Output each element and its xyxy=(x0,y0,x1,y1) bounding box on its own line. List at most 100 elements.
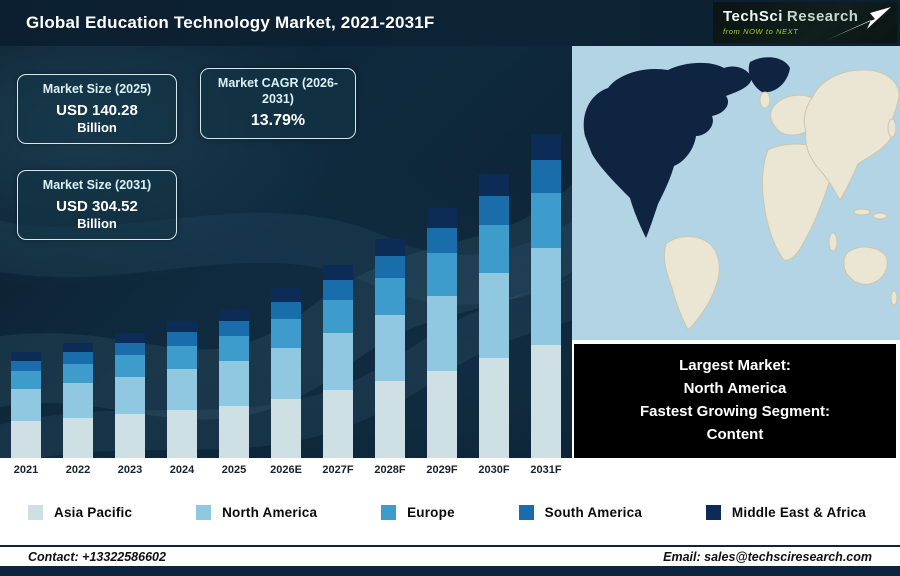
bar-segment-europe xyxy=(219,335,249,362)
market-size-2031-unit: Billion xyxy=(77,215,117,231)
legend-swatch-icon xyxy=(196,504,212,520)
bar-segment-europe xyxy=(271,318,301,348)
bar-segment-south-america xyxy=(63,352,93,364)
map-uk xyxy=(759,91,771,109)
legend-swatch-icon xyxy=(28,504,43,520)
bar-2031F xyxy=(531,134,561,458)
bar-segment-middle-east-africa xyxy=(323,265,353,281)
bar-segment-europe xyxy=(167,345,197,370)
map-south-america xyxy=(663,236,720,331)
market-size-2025-unit: Billion xyxy=(77,119,117,135)
market-cagr-box: Market CAGR (2026-2031) 13.79% xyxy=(200,68,356,140)
bar-segment-north-america xyxy=(63,383,93,418)
legend-item-europe: Europe xyxy=(381,504,455,520)
map-indonesia-2 xyxy=(872,212,888,220)
header: Global Education Technology Market, 2021… xyxy=(0,0,900,46)
bar-segment-middle-east-africa xyxy=(63,343,93,353)
bar-segment-south-america xyxy=(11,360,41,372)
page-title: Global Education Technology Market, 2021… xyxy=(26,13,435,32)
bar-segment-north-america xyxy=(219,361,249,406)
bar-segment-europe xyxy=(323,299,353,333)
map-north-america-highlight xyxy=(583,62,752,239)
bar-segment-asia-pacific xyxy=(427,370,457,458)
bar-segment-asia-pacific xyxy=(219,405,249,458)
bar-segment-north-america xyxy=(115,376,145,415)
bar-segment-middle-east-africa xyxy=(219,309,249,321)
market-cagr-title: Market CAGR (2026-2031) xyxy=(217,76,339,106)
market-size-2025-value: USD 140.28 xyxy=(56,101,138,119)
legend-label: North America xyxy=(222,504,318,520)
x-axis-labels: 2021 2022 2023 2024 2025 2026E 2027F 2028F 2029F… xyxy=(0,458,572,482)
bar-segment-north-america xyxy=(427,295,457,371)
bottom-bar xyxy=(0,566,900,576)
legend-item-south-america: South America xyxy=(518,504,642,520)
map-madagascar xyxy=(828,232,838,252)
bar-2023 xyxy=(115,332,145,458)
x-axis-label-2021: 2021 xyxy=(13,464,39,476)
bar-segment-north-america xyxy=(271,347,301,399)
market-cagr-value: 13.79% xyxy=(250,112,306,130)
bar-segment-europe xyxy=(479,224,509,274)
bar-2030F xyxy=(479,173,509,458)
bar-2021 xyxy=(11,352,41,458)
x-axis-label-2030F: 2030F xyxy=(478,464,510,476)
legend-label: Europe xyxy=(407,504,455,520)
x-axis-label-2024: 2024 xyxy=(169,464,195,476)
market-size-2025-box: Market Size (2025) USD 140.28 Billion xyxy=(17,74,177,144)
bar-segment-asia-pacific xyxy=(323,390,353,458)
techsci-logo: TechSci Research from NOW to NEXT xyxy=(713,2,897,43)
logo-arrow-icon xyxy=(827,7,891,40)
market-size-2031-value: USD 304.52 xyxy=(56,197,138,215)
bar-2024 xyxy=(167,321,197,458)
bar-2029F xyxy=(427,208,457,458)
x-axis-label-2023: 2023 xyxy=(117,464,143,476)
bar-segment-south-america xyxy=(219,320,249,336)
bar-segment-asia-pacific xyxy=(375,381,405,458)
chart-panel: Market Size (2025) USD 140.28 Billion Ma… xyxy=(0,46,572,458)
market-size-2025-title: Market Size (2025) xyxy=(42,82,152,96)
bar-segment-europe xyxy=(63,363,93,384)
legend-label: Middle East & Africa xyxy=(731,504,866,520)
bar-segment-europe xyxy=(427,253,457,296)
x-axis-label-2031F: 2031F xyxy=(530,464,562,476)
bar-segment-asia-pacific xyxy=(479,358,509,458)
bar-segment-middle-east-africa xyxy=(531,134,561,161)
bar-segment-asia-pacific xyxy=(531,344,561,458)
bar-segment-asia-pacific xyxy=(167,410,197,458)
bar-segment-south-america xyxy=(531,160,561,193)
map-japan xyxy=(887,118,897,138)
bar-segment-europe xyxy=(531,192,561,248)
legend-swatch-icon xyxy=(705,504,721,520)
callout-line-2: North America xyxy=(683,380,787,398)
bar-2026E xyxy=(271,288,301,458)
bar-segment-asia-pacific xyxy=(63,417,93,458)
bar-segment-north-america xyxy=(167,369,197,411)
bar-segment-middle-east-africa xyxy=(271,288,301,302)
bar-segment-europe xyxy=(11,371,41,390)
map-indonesia xyxy=(853,208,871,216)
bar-2028F xyxy=(375,238,405,458)
bar-segment-south-america xyxy=(375,256,405,279)
bar-segment-middle-east-africa xyxy=(11,352,41,361)
email-info: Email: sales@techsciresearch.com xyxy=(663,549,872,564)
bar-segment-asia-pacific xyxy=(115,414,145,458)
market-size-2031-box: Market Size (2031) USD 304.52 Billion xyxy=(17,170,177,240)
legend-item-north-america: North America xyxy=(196,504,318,520)
legend-swatch-icon xyxy=(518,504,534,520)
x-axis-label-2027F: 2027F xyxy=(322,464,354,476)
bar-segment-middle-east-africa xyxy=(375,238,405,257)
bar-segment-asia-pacific xyxy=(271,398,301,458)
bar-segment-south-america xyxy=(323,280,353,300)
bar-segment-south-america xyxy=(427,228,457,254)
legend-swatch-icon xyxy=(381,504,397,520)
world-map xyxy=(572,46,900,340)
bar-segment-south-america xyxy=(271,301,301,319)
bar-2027F xyxy=(323,265,353,458)
market-size-2031-title: Market Size (2031) xyxy=(42,178,152,192)
bar-segment-middle-east-africa xyxy=(115,332,145,343)
bar-2022 xyxy=(63,343,93,458)
bar-plot xyxy=(0,46,572,458)
x-axis-label-2028F: 2028F xyxy=(374,464,406,476)
x-axis-label-2025: 2025 xyxy=(221,464,247,476)
legend-item-middle-east-africa: Middle East & Africa xyxy=(705,504,866,520)
